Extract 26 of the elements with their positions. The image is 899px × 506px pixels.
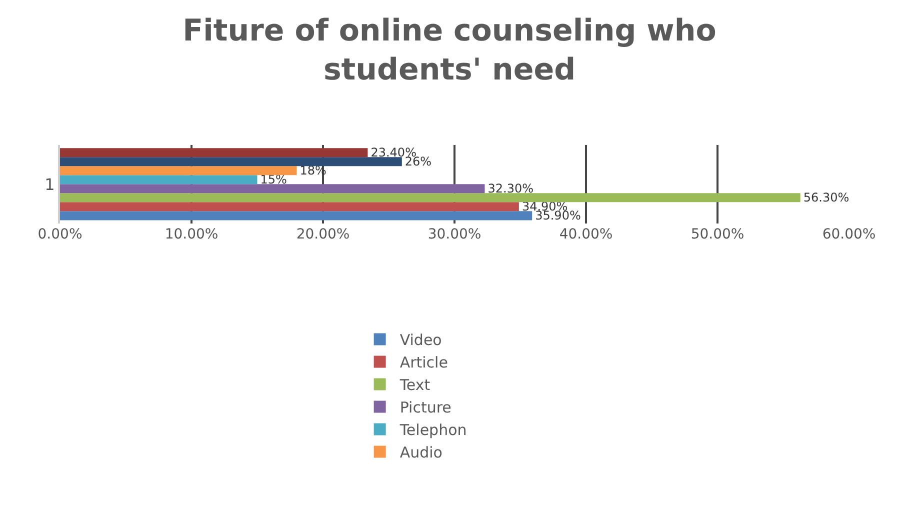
chart-title: Fiture of online counseling who students' need [182,13,716,88]
bar [60,157,402,166]
legend-label: Video [400,331,442,350]
bar [60,166,297,176]
bar [60,193,800,202]
data-label: 32.30% [488,182,534,196]
bar [60,211,532,220]
bar [60,184,485,194]
x-tick-label: 0.00% [38,226,82,242]
y-tick-label: 1 [44,174,55,194]
x-tick-label: 30.00% [428,226,482,242]
bar [60,202,519,212]
x-tick-label: 50.00% [690,226,744,242]
legend-label: Article [400,354,448,372]
bar [60,148,368,158]
x-tick-label: 20.00% [296,226,350,242]
legend-label: Picture [400,398,452,417]
legend-label: Telephon [398,421,467,440]
legend-label: Audio [400,444,442,462]
x-tick-label: 40.00% [559,226,613,242]
bar [60,175,258,184]
legend-label: Text [398,376,430,394]
data-label: 15% [260,172,287,187]
data-label: 56.30% [803,190,850,205]
x-tick-label: 10.00% [164,226,218,242]
x-tick-label: 60.00% [822,226,876,242]
